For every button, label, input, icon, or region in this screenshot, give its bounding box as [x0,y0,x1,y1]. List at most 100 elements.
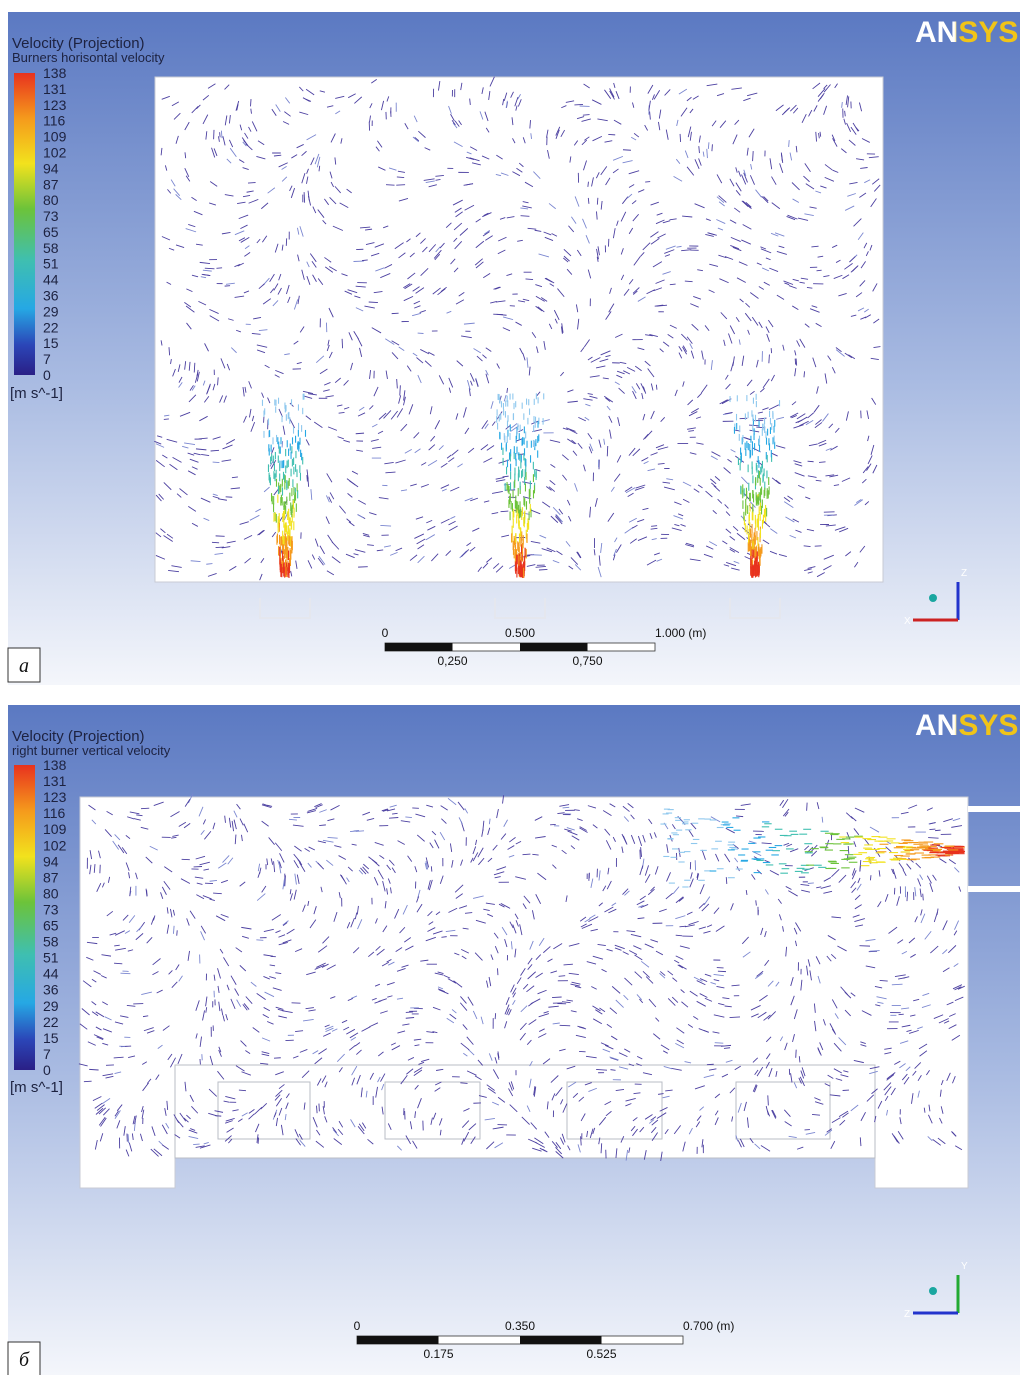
legend-tick: 15 [43,335,59,351]
legend-tick: 44 [43,966,59,982]
vector-arrow [356,831,364,832]
scale-segment [520,1336,602,1344]
vector-arrow [560,1025,571,1026]
axis-label: Z [961,568,967,579]
legend-tick: 22 [43,319,59,335]
scale-label: 0,750 [572,654,602,668]
vector-arrow [380,525,391,526]
legend-tick: 94 [43,853,59,869]
vector-arrow [194,363,195,373]
vector-arrow [808,883,814,884]
legend-tick: 51 [43,950,59,966]
vector-arrow [899,1014,904,1015]
vector-arrow [870,951,880,952]
vector-arrow [316,1106,317,1114]
vector-arrow [581,1136,582,1145]
legend-tick: 138 [43,757,67,773]
axis-label: X [904,616,911,627]
legend-tick: 87 [43,176,59,192]
legend-tick: 109 [43,129,67,145]
nozzle-wall [968,806,1020,812]
legend-tick: 131 [43,773,67,789]
vector-arrow [769,354,770,363]
vector-arrow [730,1017,740,1018]
legend-tick: 7 [43,1046,51,1062]
vector-arrow [539,569,547,570]
vector-arrow [369,302,378,303]
vector-arrow [799,1056,800,1062]
scale-label: 0.700 (m) [683,1319,734,1333]
flow-domain [80,797,968,1188]
vector-arrow [397,177,404,178]
legend-tick: 116 [43,113,66,129]
vector-arrow [239,1090,246,1091]
legend-tick: 87 [43,869,59,885]
legend-tick: 29 [43,998,59,1014]
vector-arrow [441,937,446,938]
scale-label: 0 [354,1319,361,1333]
scale-label: 0,250 [437,654,467,668]
vector-arrow [808,461,814,462]
legend-tick: 7 [43,351,51,367]
vector-arrow [597,198,598,205]
legend-subtitle: right burner vertical velocity [12,743,171,758]
legend-tick: 80 [43,885,59,901]
vector-arrow [173,926,174,934]
scale-label: 0.525 [586,1347,616,1361]
logo: ANSYS [915,16,1018,49]
axis-dot [929,594,937,602]
vector-arrow [935,830,940,831]
vector-arrow [870,875,871,880]
vector-arrow [563,807,570,808]
legend-tick: 138 [43,65,67,81]
vector-arrow [552,997,562,998]
legend-tick: 22 [43,1014,59,1030]
vector-arrow [712,144,713,151]
legend-tick: 65 [43,224,59,240]
vector-arrow [501,511,509,512]
scale-label: 0.350 [505,1319,535,1333]
scale-label: 0.175 [423,1347,453,1361]
legend-tick: 94 [43,160,59,176]
legend-tick: 36 [43,288,59,304]
vector-arrow [147,890,148,896]
vector-arrow [929,829,935,830]
legend-tick: 51 [43,256,59,272]
vector-arrow [169,347,170,355]
legend-tick: 0 [43,1062,51,1078]
vector-arrow [588,198,589,204]
color-bar [14,765,35,1070]
legend-tick: 123 [43,789,67,805]
legend-tick: 65 [43,918,59,934]
legend-tick: 80 [43,192,59,208]
vector-arrow [460,1083,467,1084]
scale-label: 0 [382,626,389,640]
vector-arrow [768,1095,769,1105]
legend-tick: 44 [43,272,59,288]
vector-arrow [656,385,657,390]
scale-label: 1.000 (m) [655,626,706,640]
vector-arrow [523,854,531,855]
legend-tick: 15 [43,1030,59,1046]
vector-arrow [526,279,534,280]
legend-unit: [m s^-1] [10,1079,63,1096]
vector-arrow [251,99,252,106]
vector-arrow [177,930,178,935]
vector-arrow [588,182,589,187]
vector-arrow [216,547,224,548]
nozzle-wall [968,886,1020,892]
legend-tick: 58 [43,934,59,950]
vector-arrow [89,1069,98,1070]
vector-arrow [923,894,924,901]
scale-segment [357,1336,439,1344]
legend-tick: 131 [43,81,67,97]
scale-label: 0.500 [505,626,535,640]
legend-tick: 116 [43,805,66,821]
vector-arrow [753,151,754,161]
vector-arrow [907,892,908,901]
vector-arrow [685,281,693,282]
vector-arrow [848,846,849,854]
legend-tick: 36 [43,982,59,998]
